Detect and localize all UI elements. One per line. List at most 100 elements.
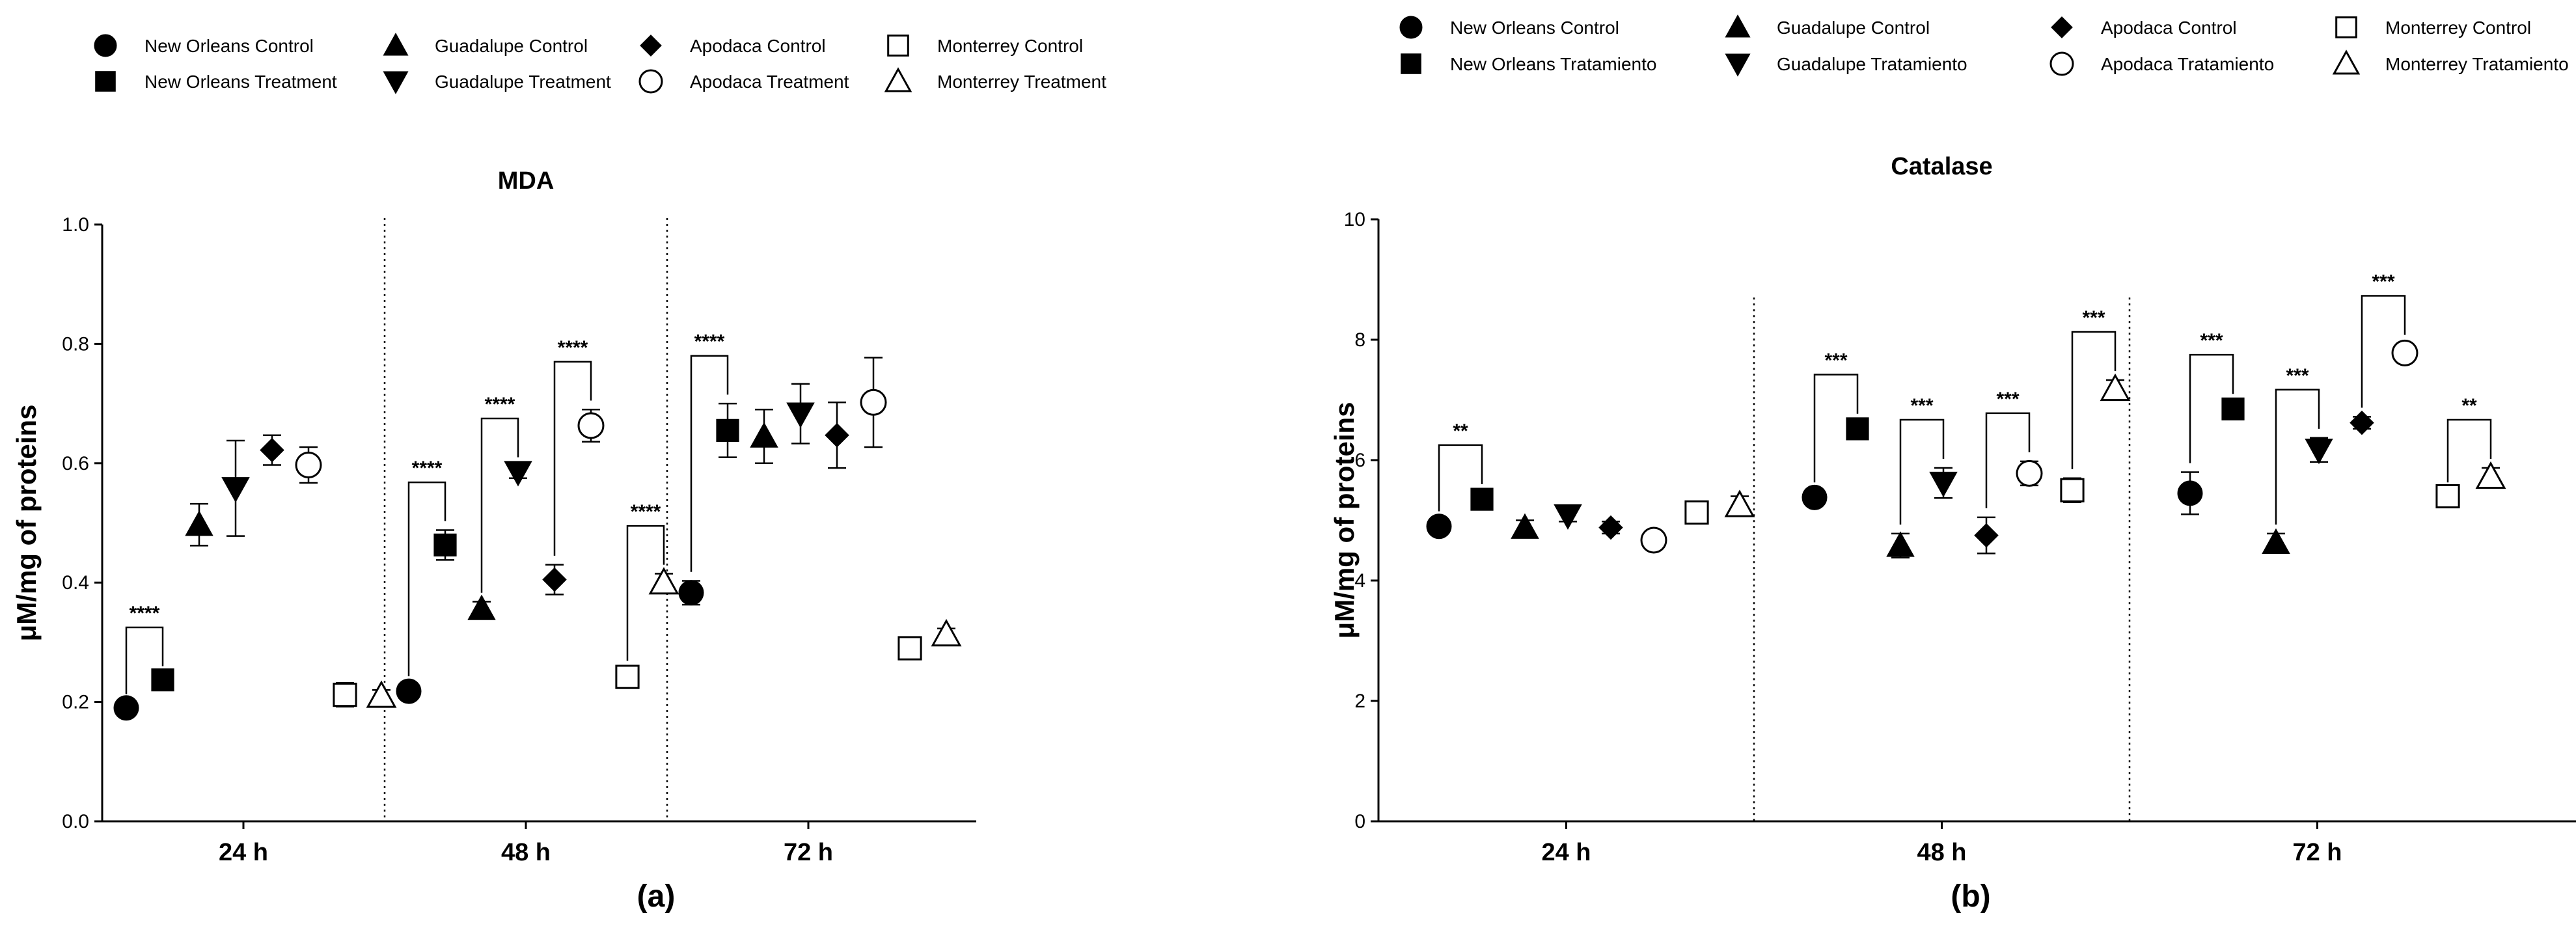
mda-data-point-monterrey-control <box>615 664 640 689</box>
mda-legend-label-apodaca-treatment: Apodaca Treatment <box>690 72 849 92</box>
catalase-data-point-new-orleans-tratamiento <box>1470 487 1494 511</box>
catalase-legend-marker-guadalupe-tratamiento <box>1725 53 1751 77</box>
catalase-data-point-guadalupe-control <box>2262 528 2290 554</box>
mda-significance-bracket <box>553 361 592 556</box>
catalase-significance-label: ** <box>2461 395 2477 417</box>
mda-legend-label-guadalupe-treatment: Guadalupe Treatment <box>435 72 611 92</box>
catalase-x-tick-label: 72 h <box>2292 839 2342 866</box>
catalase-legend-label-guadalupe-tratamiento: Guadalupe Tratamiento <box>1777 54 1967 74</box>
mda-significance-bracket <box>407 481 446 677</box>
catalase-data-point-apodaca-control <box>2350 410 2374 435</box>
mda-significance-bracket <box>690 355 729 572</box>
mda-legend-label-monterrey-treatment: Monterrey Treatment <box>937 72 1106 92</box>
mda-data-point-guadalupe-control <box>185 510 213 536</box>
mda-data-point-guadalupe-treatment <box>221 477 250 503</box>
mda-y-tick-label: 0.0 <box>62 811 89 832</box>
catalase-data-point-monterrey-tratamiento <box>1724 489 1755 517</box>
catalase-data-point-guadalupe-tratamiento <box>2305 439 2333 465</box>
catalase-y-tick-label: 4 <box>1354 570 1365 592</box>
mda-significance-bracket <box>125 626 164 694</box>
catalase-data-point-apodaca-control <box>1974 523 1999 548</box>
catalase-significance-bracket <box>1813 374 1859 483</box>
catalase-data-point-new-orleans-control <box>1426 513 1452 540</box>
mda-x-tick-label: 24 h <box>219 839 268 866</box>
catalase-x-tick-label: 48 h <box>1917 839 1966 866</box>
catalase-data-point-monterrey-tratamiento <box>2475 461 2506 489</box>
mda-data-point-new-orleans-treatment <box>433 533 457 557</box>
catalase-data-point-new-orleans-tratamiento <box>1846 417 1869 441</box>
mda-data-point-new-orleans-treatment <box>151 668 174 692</box>
mda-data-point-monterrey-control <box>897 636 922 661</box>
mda-data-point-monterrey-control <box>333 682 357 707</box>
catalase-significance-label: *** <box>2200 330 2223 351</box>
mda-data-point-monterrey-treatment <box>366 680 397 708</box>
catalase-data-point-new-orleans-control <box>2177 480 2203 506</box>
catalase-data-point-monterrey-control <box>1684 500 1709 525</box>
catalase-y-tick-label: 8 <box>1354 329 1365 351</box>
catalase-legend-label-monterrey-control: Monterrey Control <box>2385 18 2531 38</box>
catalase-significance-label: *** <box>2372 271 2394 292</box>
mda-data-point-new-orleans-treatment <box>716 418 739 442</box>
catalase-legend-marker-apodaca-control <box>2051 16 2073 38</box>
catalase-significance-label: *** <box>2286 365 2309 387</box>
catalase-significance-label: *** <box>1824 350 1847 372</box>
panel-label-a: (a) <box>637 879 676 914</box>
catalase-legend-marker-new-orleans-control <box>1399 16 1423 39</box>
catalase-significance-bracket <box>1438 444 1483 512</box>
mda-data-point-apodaca-control <box>825 422 849 448</box>
mda-y-tick-label: 0.4 <box>62 572 89 594</box>
mda-y-tick-label: 0.6 <box>62 453 89 474</box>
catalase-data-point-apodaca-control <box>1598 515 1623 540</box>
catalase-legend-marker-monterrey-tratamiento <box>2332 49 2361 75</box>
catalase-x-tick-label: 24 h <box>1541 839 1591 866</box>
catalase-data-point-monterrey-control <box>2060 478 2085 502</box>
catalase-chart-title: Catalase <box>1891 153 1992 180</box>
catalase-significance-bracket <box>2071 331 2117 469</box>
catalase-legend-marker-guadalupe-control <box>1725 14 1751 38</box>
mda-legend-label-new-orleans-treatment: New Orleans Treatment <box>144 72 337 92</box>
catalase-y-tick-label: 2 <box>1354 691 1365 712</box>
mda-legend-marker-apodaca-treatment <box>638 69 663 94</box>
catalase-data-point-apodaca-tratamiento <box>1640 527 1667 554</box>
catalase-data-point-guadalupe-tratamiento <box>1929 471 1958 498</box>
mda-x-tick-label: 72 h <box>784 839 833 866</box>
catalase-significance-bracket <box>1985 412 2031 508</box>
chart-panel-catalase: New Orleans Control New Orleans Tratamien… <box>1329 14 2576 866</box>
mda-y-tick-label: 0.8 <box>62 333 89 355</box>
mda-data-point-new-orleans-control <box>678 580 704 606</box>
catalase-data-point-new-orleans-tratamiento <box>2221 397 2245 420</box>
mda-legend-marker-new-orleans-treatment <box>95 71 116 92</box>
mda-x-tick-label: 48 h <box>501 839 551 866</box>
catalase-legend-label-monterrey-tratamiento: Monterrey Tratamiento <box>2385 54 2569 74</box>
mda-significance-label: **** <box>412 458 443 479</box>
catalase-legend-label-new-orleans-control: New Orleans Control <box>1450 18 1619 38</box>
mda-significance-bracket <box>480 417 519 593</box>
catalase-data-point-apodaca-tratamiento <box>2016 459 2043 487</box>
catalase-y-axis-label: μM/mg of proteins <box>1329 402 1360 638</box>
mda-data-point-apodaca-control <box>542 567 567 592</box>
catalase-data-point-monterrey-tratamiento <box>2100 373 2131 402</box>
mda-data-point-apodaca-control <box>260 437 284 463</box>
mda-y-tick-label: 0.2 <box>62 692 89 713</box>
mda-legend-label-apodaca-control: Apodaca Control <box>690 36 826 56</box>
mda-legend-label-monterrey-control: Monterrey Control <box>937 36 1083 56</box>
catalase-significance-bracket <box>1899 418 1945 525</box>
catalase-significance-label: ** <box>1453 420 1468 442</box>
chart-panel-mda: New Orleans Control New Orleans Treatment… <box>11 33 1106 866</box>
catalase-legend-marker-apodaca-tratamiento <box>2049 51 2074 76</box>
mda-significance-label: **** <box>558 337 588 359</box>
mda-legend-marker-guadalupe-treatment <box>383 71 409 94</box>
mda-y-axis-label: μM/mg of proteins <box>11 404 42 641</box>
catalase-data-point-guadalupe-control <box>1511 513 1539 539</box>
mda-data-point-apodaca-treatment <box>577 412 605 439</box>
catalase-data-point-monterrey-control <box>2435 484 2460 509</box>
mda-legend-label-guadalupe-control: Guadalupe Control <box>435 36 588 56</box>
catalase-data-point-guadalupe-control <box>1886 531 1915 557</box>
catalase-legend-label-apodaca-tratamiento: Apodaca Tratamiento <box>2101 54 2274 74</box>
catalase-significance-bracket <box>2275 389 2320 525</box>
mda-data-point-new-orleans-control <box>396 678 422 704</box>
mda-data-point-guadalupe-control <box>467 594 496 620</box>
mda-data-point-guadalupe-treatment <box>786 402 815 428</box>
